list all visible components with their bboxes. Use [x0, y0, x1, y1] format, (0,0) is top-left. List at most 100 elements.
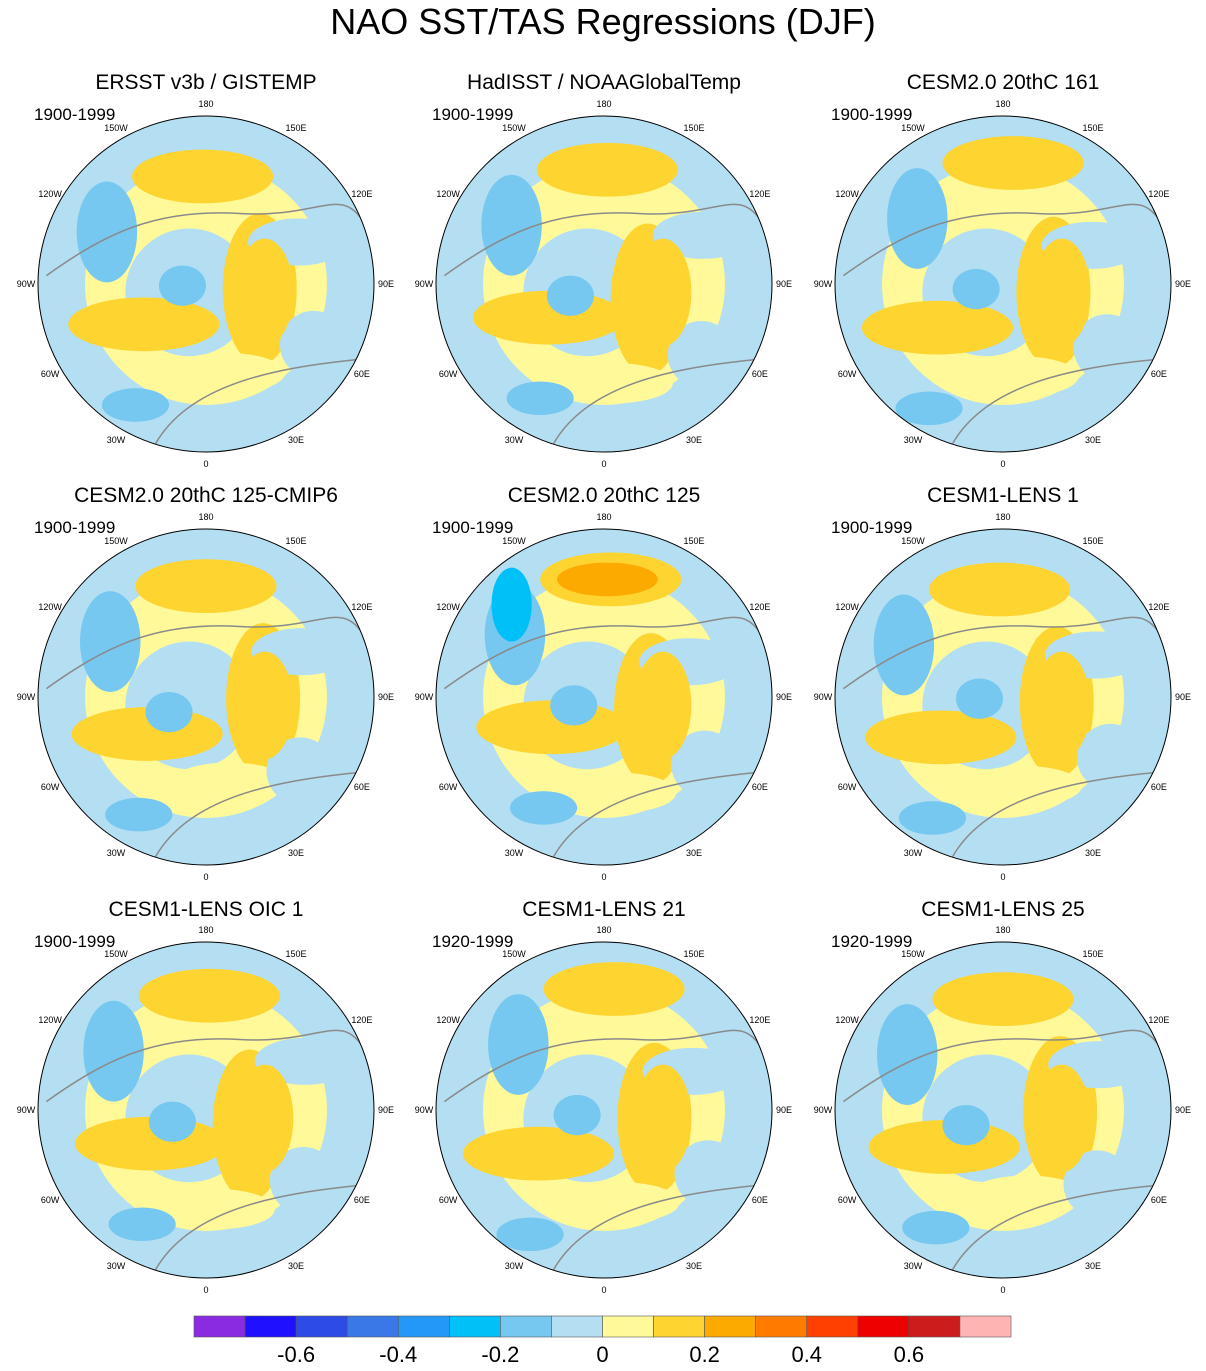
colorbar-swatch [551, 1315, 603, 1338]
longitude-label: 30E [288, 1261, 304, 1271]
map-border [435, 115, 773, 453]
panel-period: 1900-1999 [831, 518, 912, 537]
longitude-label: 30E [686, 435, 702, 445]
longitude-label: 120E [749, 602, 770, 612]
longitude-label: 150W [104, 536, 128, 546]
longitude-label: 120W [835, 189, 859, 199]
regression-field [436, 529, 772, 865]
longitude-label: 30W [505, 435, 524, 445]
anomaly-region [536, 142, 678, 197]
anomaly-region [929, 562, 1071, 617]
panel-period: 1900-1999 [432, 105, 513, 124]
anomaly-region [861, 300, 1014, 355]
anomaly-region [964, 765, 1082, 807]
anomaly-region [167, 352, 285, 394]
map-panel: CESM1-LENS 25 1920-1999 180 150E 120E 90E 60E 3… [814, 898, 1191, 1295]
coastline [443, 616, 765, 690]
coastline [842, 203, 1164, 277]
map-border [834, 115, 1172, 453]
panel-title: CESM1-LENS 1 [927, 484, 1079, 507]
longitude-label: 60E [1151, 782, 1167, 792]
longitude-label: 60E [1151, 369, 1167, 379]
colorbar-tick-label: -0.2 [481, 1342, 519, 1367]
anomaly-region [902, 1210, 970, 1245]
colorbar-swatch [397, 1315, 450, 1338]
anomaly-region [873, 594, 935, 696]
anomaly-region [553, 1094, 601, 1136]
longitude-label: 150E [1082, 123, 1103, 133]
colorbar-swatch [959, 1315, 1012, 1338]
anomaly-region [555, 362, 673, 404]
colorbar-swatch [500, 1315, 552, 1338]
coastline [45, 203, 367, 277]
longitude-label: 90W [17, 1105, 36, 1115]
longitude-label: 180 [596, 99, 611, 109]
longitude-label: 30W [107, 848, 126, 858]
longitude-label: 60W [41, 1195, 60, 1205]
colorbar-swatch [449, 1315, 501, 1338]
longitude-label: 60E [752, 1195, 768, 1205]
longitude-label: 90E [776, 692, 792, 702]
colorbar-tick-label: 0.6 [894, 1342, 925, 1367]
longitude-label: 90W [415, 1105, 434, 1115]
longitude-label: 30E [288, 848, 304, 858]
anomaly-region [1073, 314, 1141, 382]
regression-field [38, 116, 374, 452]
longitude-label: 0 [203, 1285, 208, 1295]
longitude-label: 120E [749, 189, 770, 199]
coastline [951, 771, 1155, 857]
panel-period: 1900-1999 [34, 932, 115, 951]
coastline [45, 616, 367, 690]
longitude-label: 60W [41, 369, 60, 379]
panel-title: CESM1-LENS OIC 1 [109, 898, 304, 921]
longitude-label: 90E [378, 692, 394, 702]
longitude-label: 120W [436, 1015, 460, 1025]
regression-field [436, 942, 772, 1278]
panel-period: 1920-1999 [432, 932, 513, 951]
longitude-label: 30W [505, 1261, 524, 1271]
anomaly-region [132, 149, 274, 204]
longitude-label: 0 [1000, 872, 1005, 882]
panel-period: 1900-1999 [34, 105, 115, 124]
panel-period: 1900-1999 [34, 518, 115, 537]
map-panel: ERSST v3b / GISTEMP 1900-1999 180 150E 120E 9… [17, 71, 394, 469]
longitude-label: 60E [1151, 1195, 1167, 1205]
anomaly-region [506, 381, 574, 416]
colorbar-swatch [295, 1315, 348, 1338]
longitude-label: 120E [749, 1015, 770, 1025]
anomaly-region [83, 1000, 144, 1102]
colorbar-tick-label: 0.2 [689, 1342, 720, 1367]
pacific-warm-core [556, 562, 658, 597]
longitude-label: 60W [41, 782, 60, 792]
longitude-label: 150E [1082, 949, 1103, 959]
longitude-label: 120E [1148, 189, 1169, 199]
anomaly-region [509, 791, 578, 825]
longitude-label: 120W [835, 1015, 859, 1025]
longitude-label: 90E [776, 1105, 792, 1115]
longitude-label: 30W [107, 435, 126, 445]
longitude-label: 120W [38, 602, 62, 612]
anomaly-region [266, 737, 334, 805]
anomaly-region [145, 691, 193, 733]
longitude-label: 90E [1175, 692, 1191, 702]
anomaly-region [546, 275, 594, 316]
longitude-label: 90W [814, 1105, 833, 1115]
map-panel: CESM2.0 20thC 161 1900-1999 180 150E 120E 90E… [814, 71, 1191, 469]
colorbar: -0.6 -0.4 -0.2 0 0.2 0.4 0.6 [193, 1315, 1012, 1367]
anomaly-region [488, 994, 549, 1095]
colorbar-tick-label: -0.4 [379, 1342, 417, 1367]
longitude-label: 60W [838, 782, 857, 792]
panel-title: HadISST / NOAAGlobalTemp [467, 71, 741, 94]
anomaly-region [550, 685, 598, 726]
anomaly-region [674, 1140, 742, 1208]
colorbar-swatch [193, 1315, 246, 1338]
longitude-label: 60E [752, 369, 768, 379]
map-panel: CESM1-LENS 21 1920-1999 180 150E 120E 90E 60E 3… [415, 898, 792, 1295]
longitude-label: 90E [1175, 279, 1191, 289]
regression-field [835, 116, 1171, 452]
eurasia-warm-core [236, 238, 294, 347]
longitude-label: 90W [415, 692, 434, 702]
panel-title: CESM2.0 20thC 161 [907, 71, 1100, 94]
anomaly-region [558, 772, 677, 813]
anomaly-region [481, 174, 542, 276]
